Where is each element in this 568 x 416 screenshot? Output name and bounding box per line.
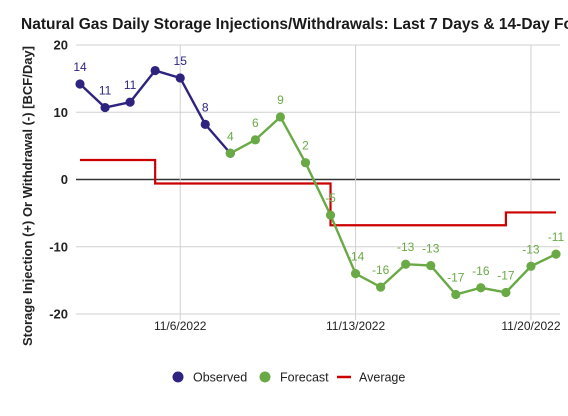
observed-point (175, 73, 185, 83)
forecast-data-label: 2 (302, 139, 309, 153)
forecast-data-label: -16 (472, 264, 490, 278)
forecast-data-label: -13 (397, 240, 415, 254)
forecast-point (426, 260, 436, 271)
forecast-data-label: -14 (347, 250, 365, 264)
forecast-point (350, 269, 361, 279)
forecast-data-label: -17 (447, 270, 465, 284)
average-layer (80, 158, 556, 227)
forecast-point (275, 112, 286, 122)
legend-forecast-swatch (259, 371, 271, 383)
forecast-data-label: -16 (372, 263, 390, 277)
forecast-data-label: -13 (522, 242, 540, 256)
forecast-point (325, 210, 336, 220)
y-tick-label: 20 (54, 38, 68, 53)
observed-point (75, 79, 85, 89)
forecast-point (376, 282, 386, 292)
observed-data-label: 14 (73, 60, 87, 74)
forecast-point (551, 249, 561, 259)
forecast-point (451, 289, 461, 300)
average-series-line (80, 158, 556, 227)
observed-data-label: 11 (99, 84, 112, 98)
observed-data-label: 11 (124, 78, 137, 92)
forecast-data-label: 6 (252, 116, 259, 130)
legend-forecast-label: Forecast (280, 371, 329, 385)
legend: Observed Forecast Average (172, 371, 405, 385)
observed-data-label: 15 (174, 54, 188, 68)
forecast-point (225, 148, 235, 158)
forecast-point (401, 259, 411, 269)
x-tick-label: 11/6/2022 (154, 319, 207, 333)
forecast-point (501, 287, 511, 298)
y-tick-label: 0 (61, 172, 68, 187)
legend-observed-swatch (172, 371, 184, 383)
forecast-data-label: -17 (497, 268, 515, 282)
forecast-data-label: 9 (277, 93, 284, 107)
x-tick-label: 11/13/2022 (326, 319, 385, 333)
y-tick-label: -10 (49, 239, 68, 254)
tick-layer: 20 10 0 -10 -20 11/6/2022 11/13/2022 11/20/2022 (49, 38, 561, 334)
chart-title: Natural Gas Daily Storage Injections/Wit… (21, 16, 568, 33)
y-tick-label: 10 (54, 105, 68, 120)
legend-observed-label: Observed (193, 371, 247, 385)
forecast-data-label: -13 (422, 242, 440, 256)
observed-data-label: 8 (202, 100, 209, 114)
observed-point (150, 65, 160, 76)
forecast-data-label: -5 (325, 191, 336, 205)
forecast-point (476, 283, 486, 293)
legend-average-label: Average (359, 371, 405, 385)
observed-point (125, 97, 135, 107)
observed-point (200, 119, 210, 129)
forecast-point (526, 261, 536, 271)
y-tick-label: -20 (49, 307, 68, 322)
x-tick-label: 11/20/2022 (501, 319, 560, 333)
forecast-data-label: 4 (227, 129, 234, 143)
forecast-point (300, 158, 311, 168)
observed-point (100, 102, 110, 113)
forecast-data-label: -11 (548, 230, 565, 244)
forecast-point (250, 135, 260, 145)
series-layer (75, 65, 561, 300)
y-axis-label: Storage Injection (+) Or Withdrawal (-) … (20, 46, 35, 346)
